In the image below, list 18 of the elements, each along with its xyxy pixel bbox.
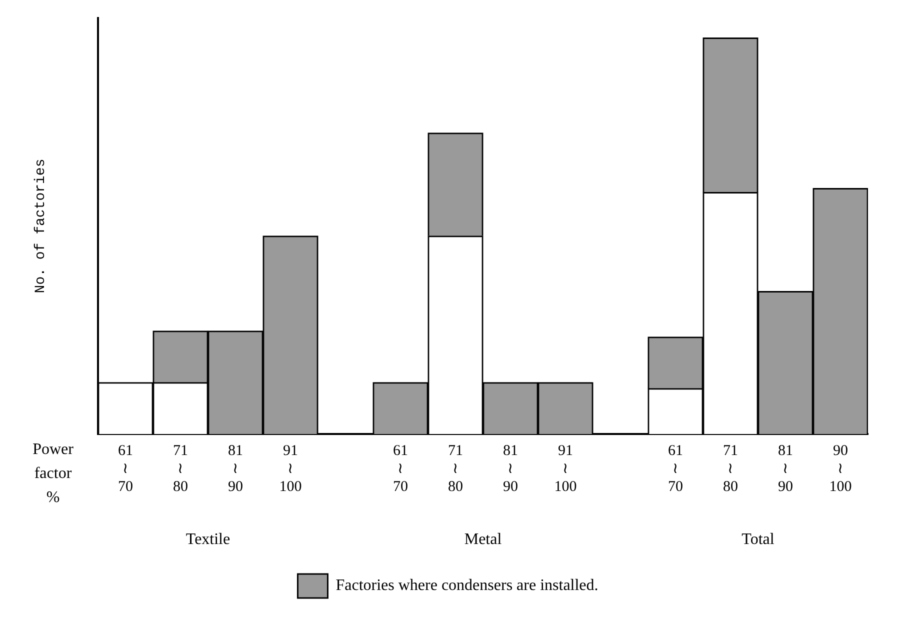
- x-tick-label: 81 ≀ 90: [503, 442, 518, 495]
- x-tick-label: 91 ≀ 100: [279, 442, 302, 495]
- legend-label: Factories where condensers are installed.: [336, 577, 598, 594]
- x-axis-title: Power factor %: [32, 441, 74, 506]
- text: Metal: [464, 531, 502, 548]
- x-tick-label: 71 ≀ 80: [448, 442, 463, 495]
- x-tick-label: 61 ≀ 70: [393, 442, 408, 495]
- x-tick-label: 81 ≀ 90: [228, 442, 243, 495]
- x-tick-label: 90 ≀ 100: [829, 442, 852, 495]
- x-tick-label: 71 ≀ 80: [173, 442, 188, 495]
- x-tick-label: 61 ≀ 70: [118, 442, 133, 495]
- text: Total: [742, 531, 775, 548]
- y-axis-title: No. of factories: [33, 158, 50, 294]
- x-tick-label: 71 ≀ 80: [723, 442, 738, 495]
- x-tick-label: 91 ≀ 100: [554, 442, 577, 495]
- text: Textile: [186, 531, 230, 548]
- x-tick-label: 81 ≀ 90: [778, 442, 793, 495]
- x-tick-label: 61 ≀ 70: [668, 442, 683, 495]
